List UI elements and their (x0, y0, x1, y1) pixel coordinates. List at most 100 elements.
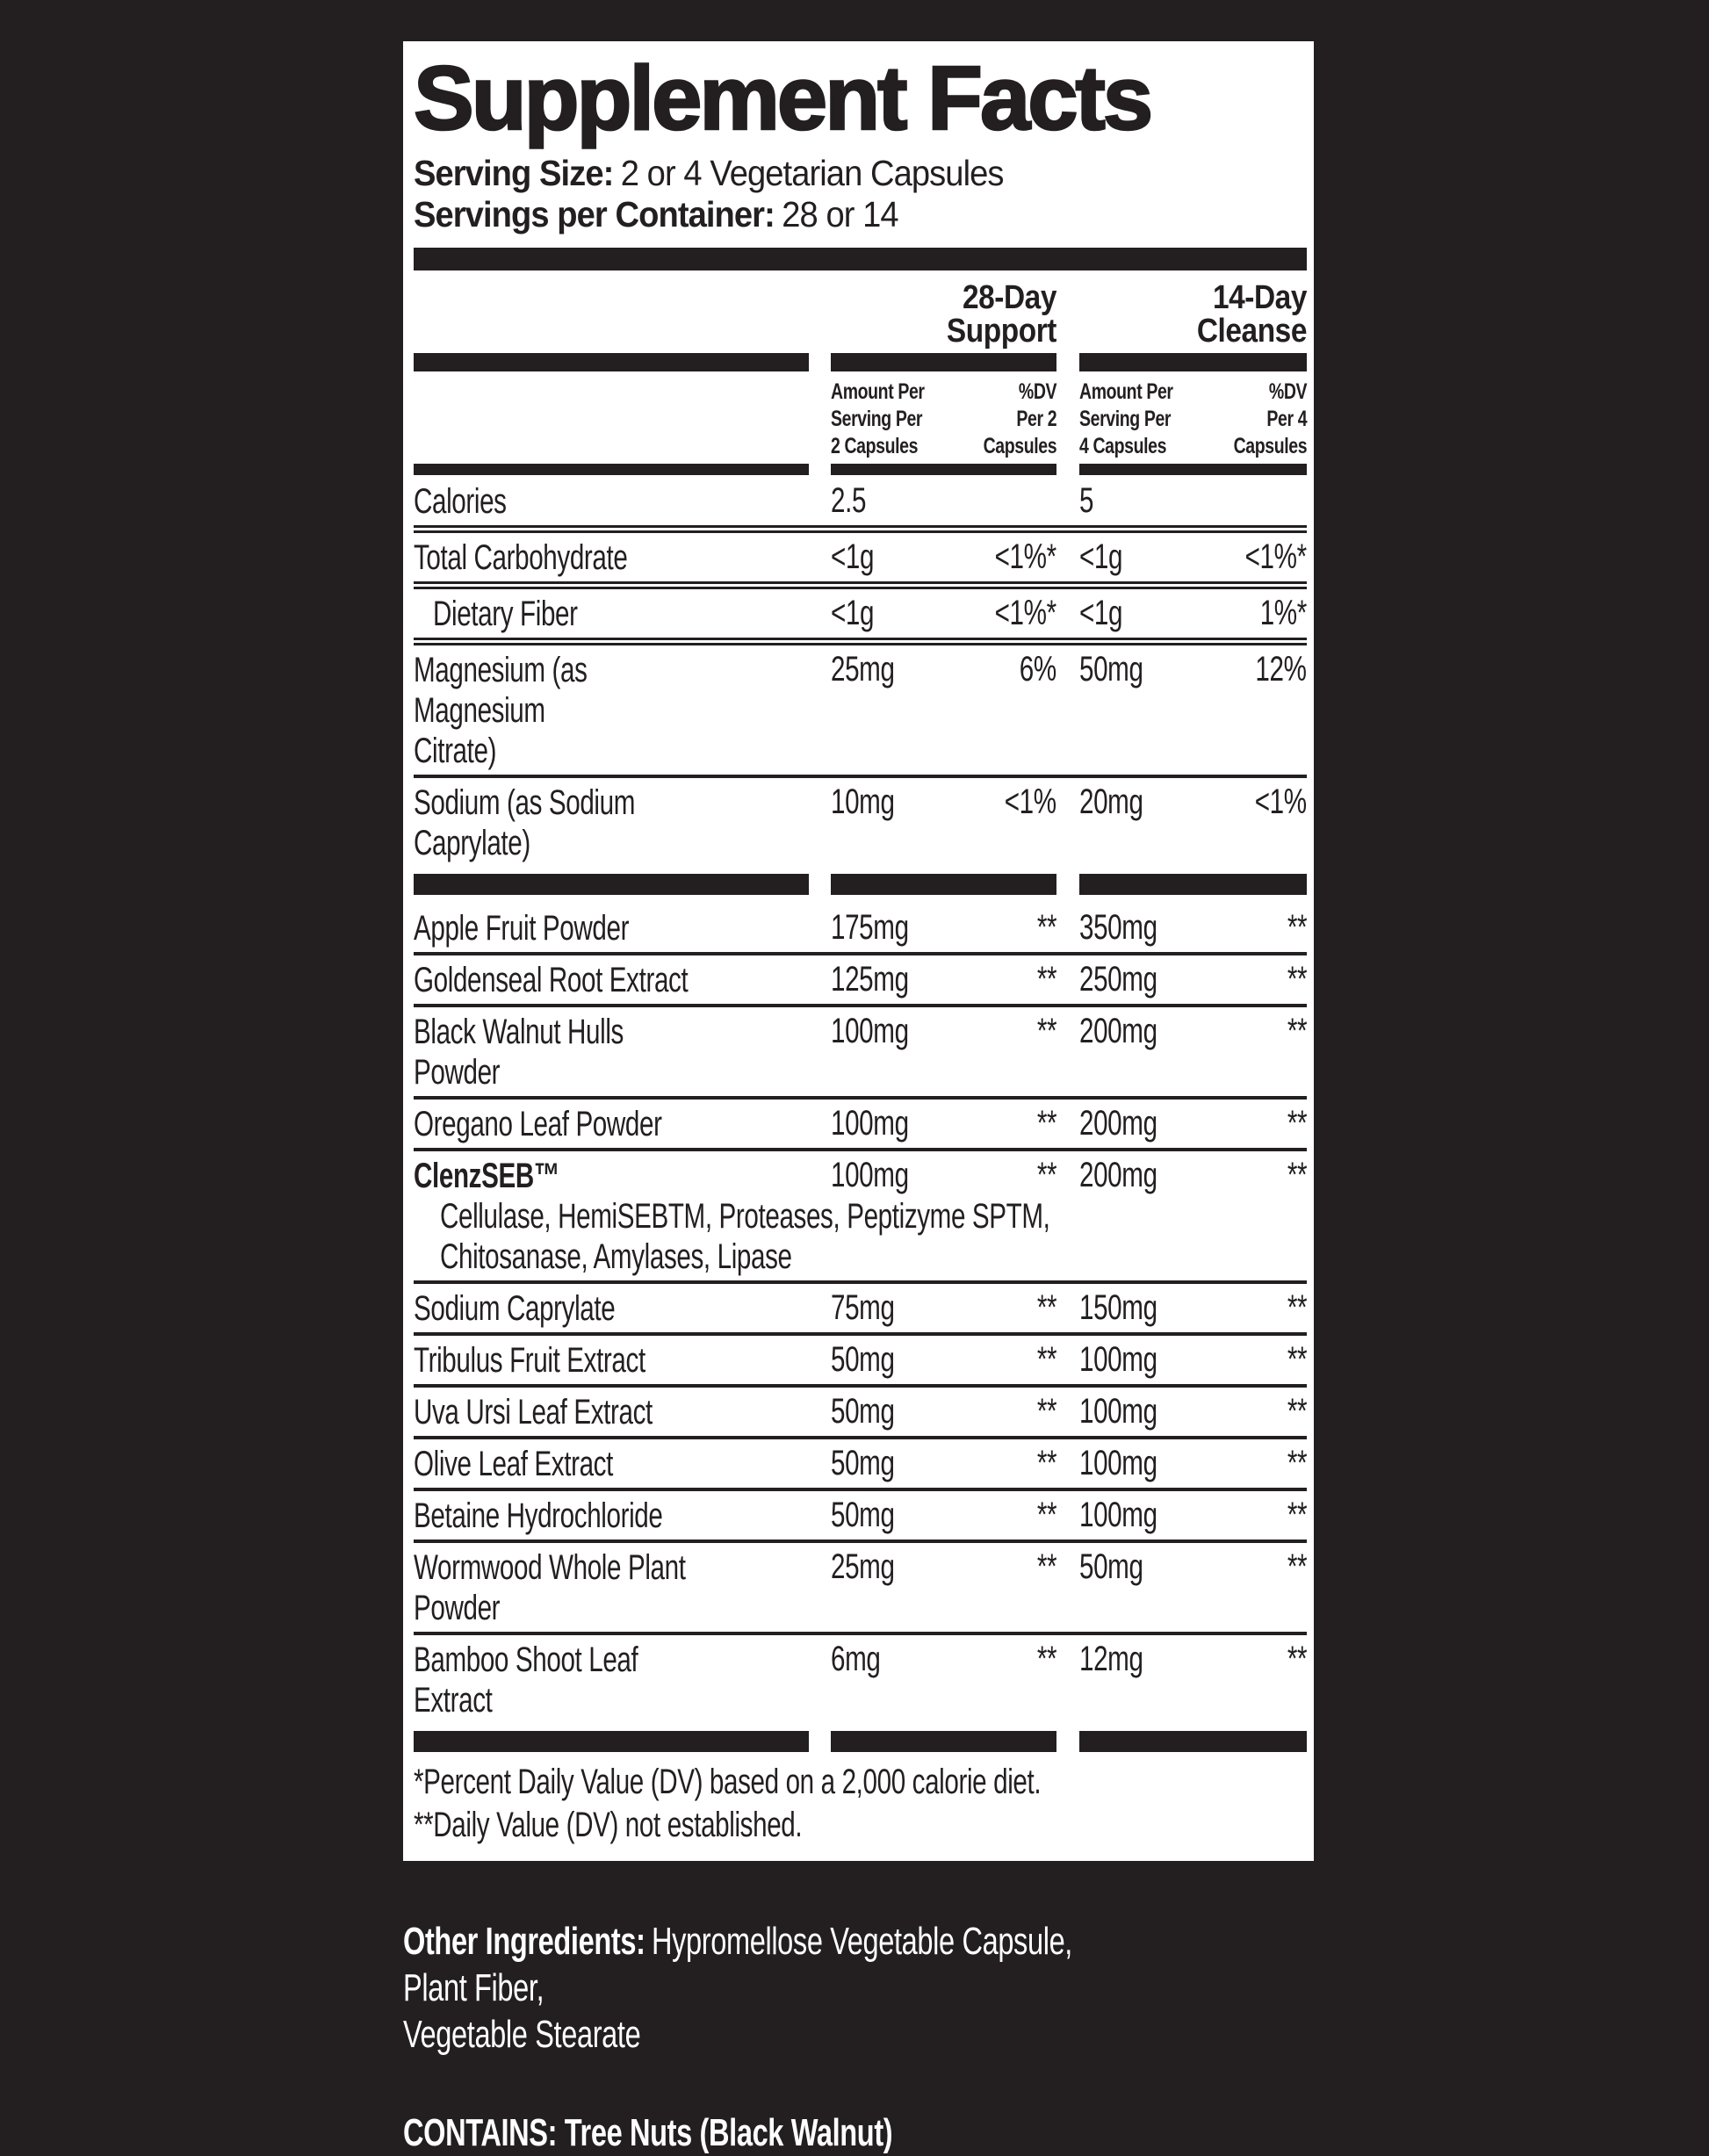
dv-per-2-capsules: <1% (1005, 782, 1056, 821)
table-row: Magnesium (as Magnesium Citrate) 25mg 6%… (414, 645, 1307, 775)
table-row: Bamboo Shoot Leaf Extract 6mg ** 12mg ** (414, 1635, 1307, 1724)
ingredient-name: Dietary Fiber (433, 594, 578, 633)
servings-per-container-line: Servings per Container: 28 or 14 (414, 194, 1307, 235)
dv-per-4-capsules: 12% (1255, 649, 1308, 689)
amount-per-2-capsules: 25mg (831, 1547, 895, 1586)
amount-per-2-capsules: 50mg (831, 1495, 895, 1534)
amount-per-2-capsules: 25mg (831, 649, 895, 689)
column-header-amount-2: Amount Per Serving Per 2 Capsules (831, 379, 925, 458)
divider-bar (831, 873, 1056, 895)
amount-per-2-capsules: 50mg (831, 1391, 895, 1431)
footnotes: *Percent Daily Value (DV) based on a 2,0… (414, 1761, 1307, 1847)
table-row: Apple Fruit Powder 175mg ** 350mg ** (414, 904, 1307, 952)
divider-bar (414, 352, 809, 371)
column-headers-row: Amount Per Serving Per 2 Capsules %DV Pe… (414, 379, 1307, 460)
amount-per-4-capsules: 100mg (1079, 1339, 1157, 1379)
ingredient-name: ClenzSEB™ (414, 1156, 560, 1195)
ingredient-name: Bamboo Shoot Leaf Extract (414, 1640, 638, 1720)
divider-bar (831, 463, 1056, 475)
dv-per-4-capsules: ** (1287, 1547, 1308, 1586)
section-divider-bars (414, 873, 1307, 895)
table-row: Betaine Hydrochloride 50mg ** 100mg ** (414, 1491, 1307, 1539)
section-divider-bars (414, 463, 1307, 475)
table-row: Uva Ursi Leaf Extract 50mg ** 100mg ** (414, 1388, 1307, 1436)
amount-per-2-capsules: 6mg (831, 1639, 881, 1678)
table-row: Black Walnut Hulls Powder 100mg ** 200mg… (414, 1007, 1307, 1096)
section-divider-bars (414, 352, 1307, 371)
ingredient-name: Oregano Leaf Powder (414, 1104, 662, 1143)
dv-per-2-capsules: ** (1036, 1495, 1057, 1534)
amount-per-2-capsules: 2.5 (831, 480, 867, 520)
ingredient-name: Apple Fruit Powder (414, 908, 630, 948)
supplement-facts-panel: Supplement Facts Serving Size: 2 or 4 Veg… (403, 41, 1314, 1861)
divider-bar (831, 1730, 1056, 1752)
dv-per-4-capsules: ** (1287, 959, 1308, 999)
supplement-table-body: Calories 2.5 5 Total Carbohydrate <1g <1… (414, 477, 1307, 1752)
dv-per-4-capsules: ** (1287, 1391, 1308, 1431)
ingredient-name: Olive Leaf Extract (414, 1444, 613, 1483)
amount-per-2-capsules: 50mg (831, 1443, 895, 1482)
dv-per-2-capsules (963, 481, 1056, 520)
table-row: Total Carbohydrate <1g <1%* <1g <1%* (414, 533, 1307, 581)
amount-per-4-capsules: 350mg (1079, 907, 1157, 947)
column-header-dv-4: %DV Per 4 Capsules (1233, 379, 1307, 458)
other-ingredients-label: Other Ingredients: (403, 1919, 645, 1963)
divider-bar (1079, 463, 1307, 475)
table-row: Goldenseal Root Extract 125mg ** 250mg *… (414, 955, 1307, 1004)
amount-per-4-capsules: 12mg (1079, 1639, 1143, 1678)
dv-per-2-capsules: ** (1036, 1547, 1057, 1586)
dv-per-2-capsules: 6% (1019, 649, 1056, 689)
amount-per-2-capsules: 10mg (831, 782, 895, 821)
ingredient-name: Sodium Caprylate (414, 1288, 616, 1328)
ingredient-sub-components: Cellulase, HemiSEBTM, Proteases, Peptizy… (440, 1196, 1050, 1276)
dv-per-4-capsules: <1%* (1244, 537, 1307, 576)
section-divider-bars (414, 1730, 1307, 1752)
amount-per-2-capsules: 50mg (831, 1339, 895, 1379)
serving-size-label: Serving Size: (414, 153, 614, 194)
dv-per-2-capsules: <1%* (994, 593, 1056, 632)
ingredient-name: Calories (414, 481, 507, 521)
dv-per-4-capsules: ** (1287, 907, 1308, 947)
amount-per-4-capsules: <1g (1079, 593, 1123, 632)
dv-per-4-capsules: <1% (1255, 782, 1307, 821)
dv-per-4-capsules: ** (1287, 1155, 1308, 1194)
header-divider-bar (414, 247, 1307, 270)
table-row: Sodium (as Sodium Caprylate) 10mg <1% 20… (414, 778, 1307, 867)
amount-per-2-capsules: 75mg (831, 1287, 895, 1327)
serving-size-line: Serving Size: 2 or 4 Vegetarian Capsules (414, 153, 1307, 194)
divider-bar (831, 352, 1056, 371)
group-header-14-day: 14-Day Cleanse (1196, 278, 1308, 350)
amount-per-4-capsules: 100mg (1079, 1443, 1157, 1482)
dv-per-2-capsules: ** (1036, 1287, 1057, 1327)
dv-per-4-capsules: ** (1287, 1495, 1308, 1534)
ingredient-name: Betaine Hydrochloride (414, 1496, 663, 1535)
table-row: Olive Leaf Extract 50mg ** 100mg ** (414, 1439, 1307, 1488)
other-ingredients-block: Other Ingredients: Hypromellose Vegetable… (403, 1871, 1314, 2058)
ingredient-name: Uva Ursi Leaf Extract (414, 1392, 653, 1431)
divider-bar (414, 1730, 809, 1752)
divider-bar (414, 873, 809, 895)
contains-allergen-line: CONTAINS: Tree Nuts (Black Walnut) (403, 2110, 893, 2154)
ingredient-name: Tribulus Fruit Extract (414, 1340, 645, 1380)
amount-per-2-capsules: 100mg (831, 1011, 909, 1050)
amount-per-4-capsules: 200mg (1079, 1011, 1157, 1050)
servings-per-container-value: 28 or 14 (782, 193, 898, 234)
ingredient-name: Magnesium (as Magnesium Citrate) (414, 650, 588, 770)
table-row: Dietary Fiber <1g <1%* <1g 1%* (414, 589, 1307, 638)
amount-per-2-capsules: 175mg (831, 907, 909, 947)
amount-per-4-capsules: 20mg (1079, 782, 1143, 821)
column-header-amount-4: Amount Per Serving Per 4 Capsules (1079, 379, 1173, 458)
dv-per-2-capsules: ** (1036, 1011, 1057, 1050)
amount-per-2-capsules: <1g (831, 593, 875, 632)
amount-per-4-capsules: 200mg (1079, 1155, 1157, 1194)
serving-size-value: 2 or 4 Vegetarian Capsules (620, 153, 1005, 194)
footnote-not-established: **Daily Value (DV) not established. (414, 1805, 803, 1844)
dv-per-2-capsules: ** (1036, 1103, 1057, 1143)
divider-bar (414, 463, 809, 475)
amount-per-4-capsules: 250mg (1079, 959, 1157, 999)
column-group-headers: 28-Day Support 14-Day Cleanse (414, 278, 1308, 350)
ingredient-name: Goldenseal Root Extract (414, 960, 689, 999)
amount-per-4-capsules: 50mg (1079, 1547, 1143, 1586)
footnote-percent-dv: *Percent Daily Value (DV) based on a 2,0… (414, 1762, 1042, 1801)
ingredient-name: Wormwood Whole Plant Powder (414, 1547, 686, 1627)
